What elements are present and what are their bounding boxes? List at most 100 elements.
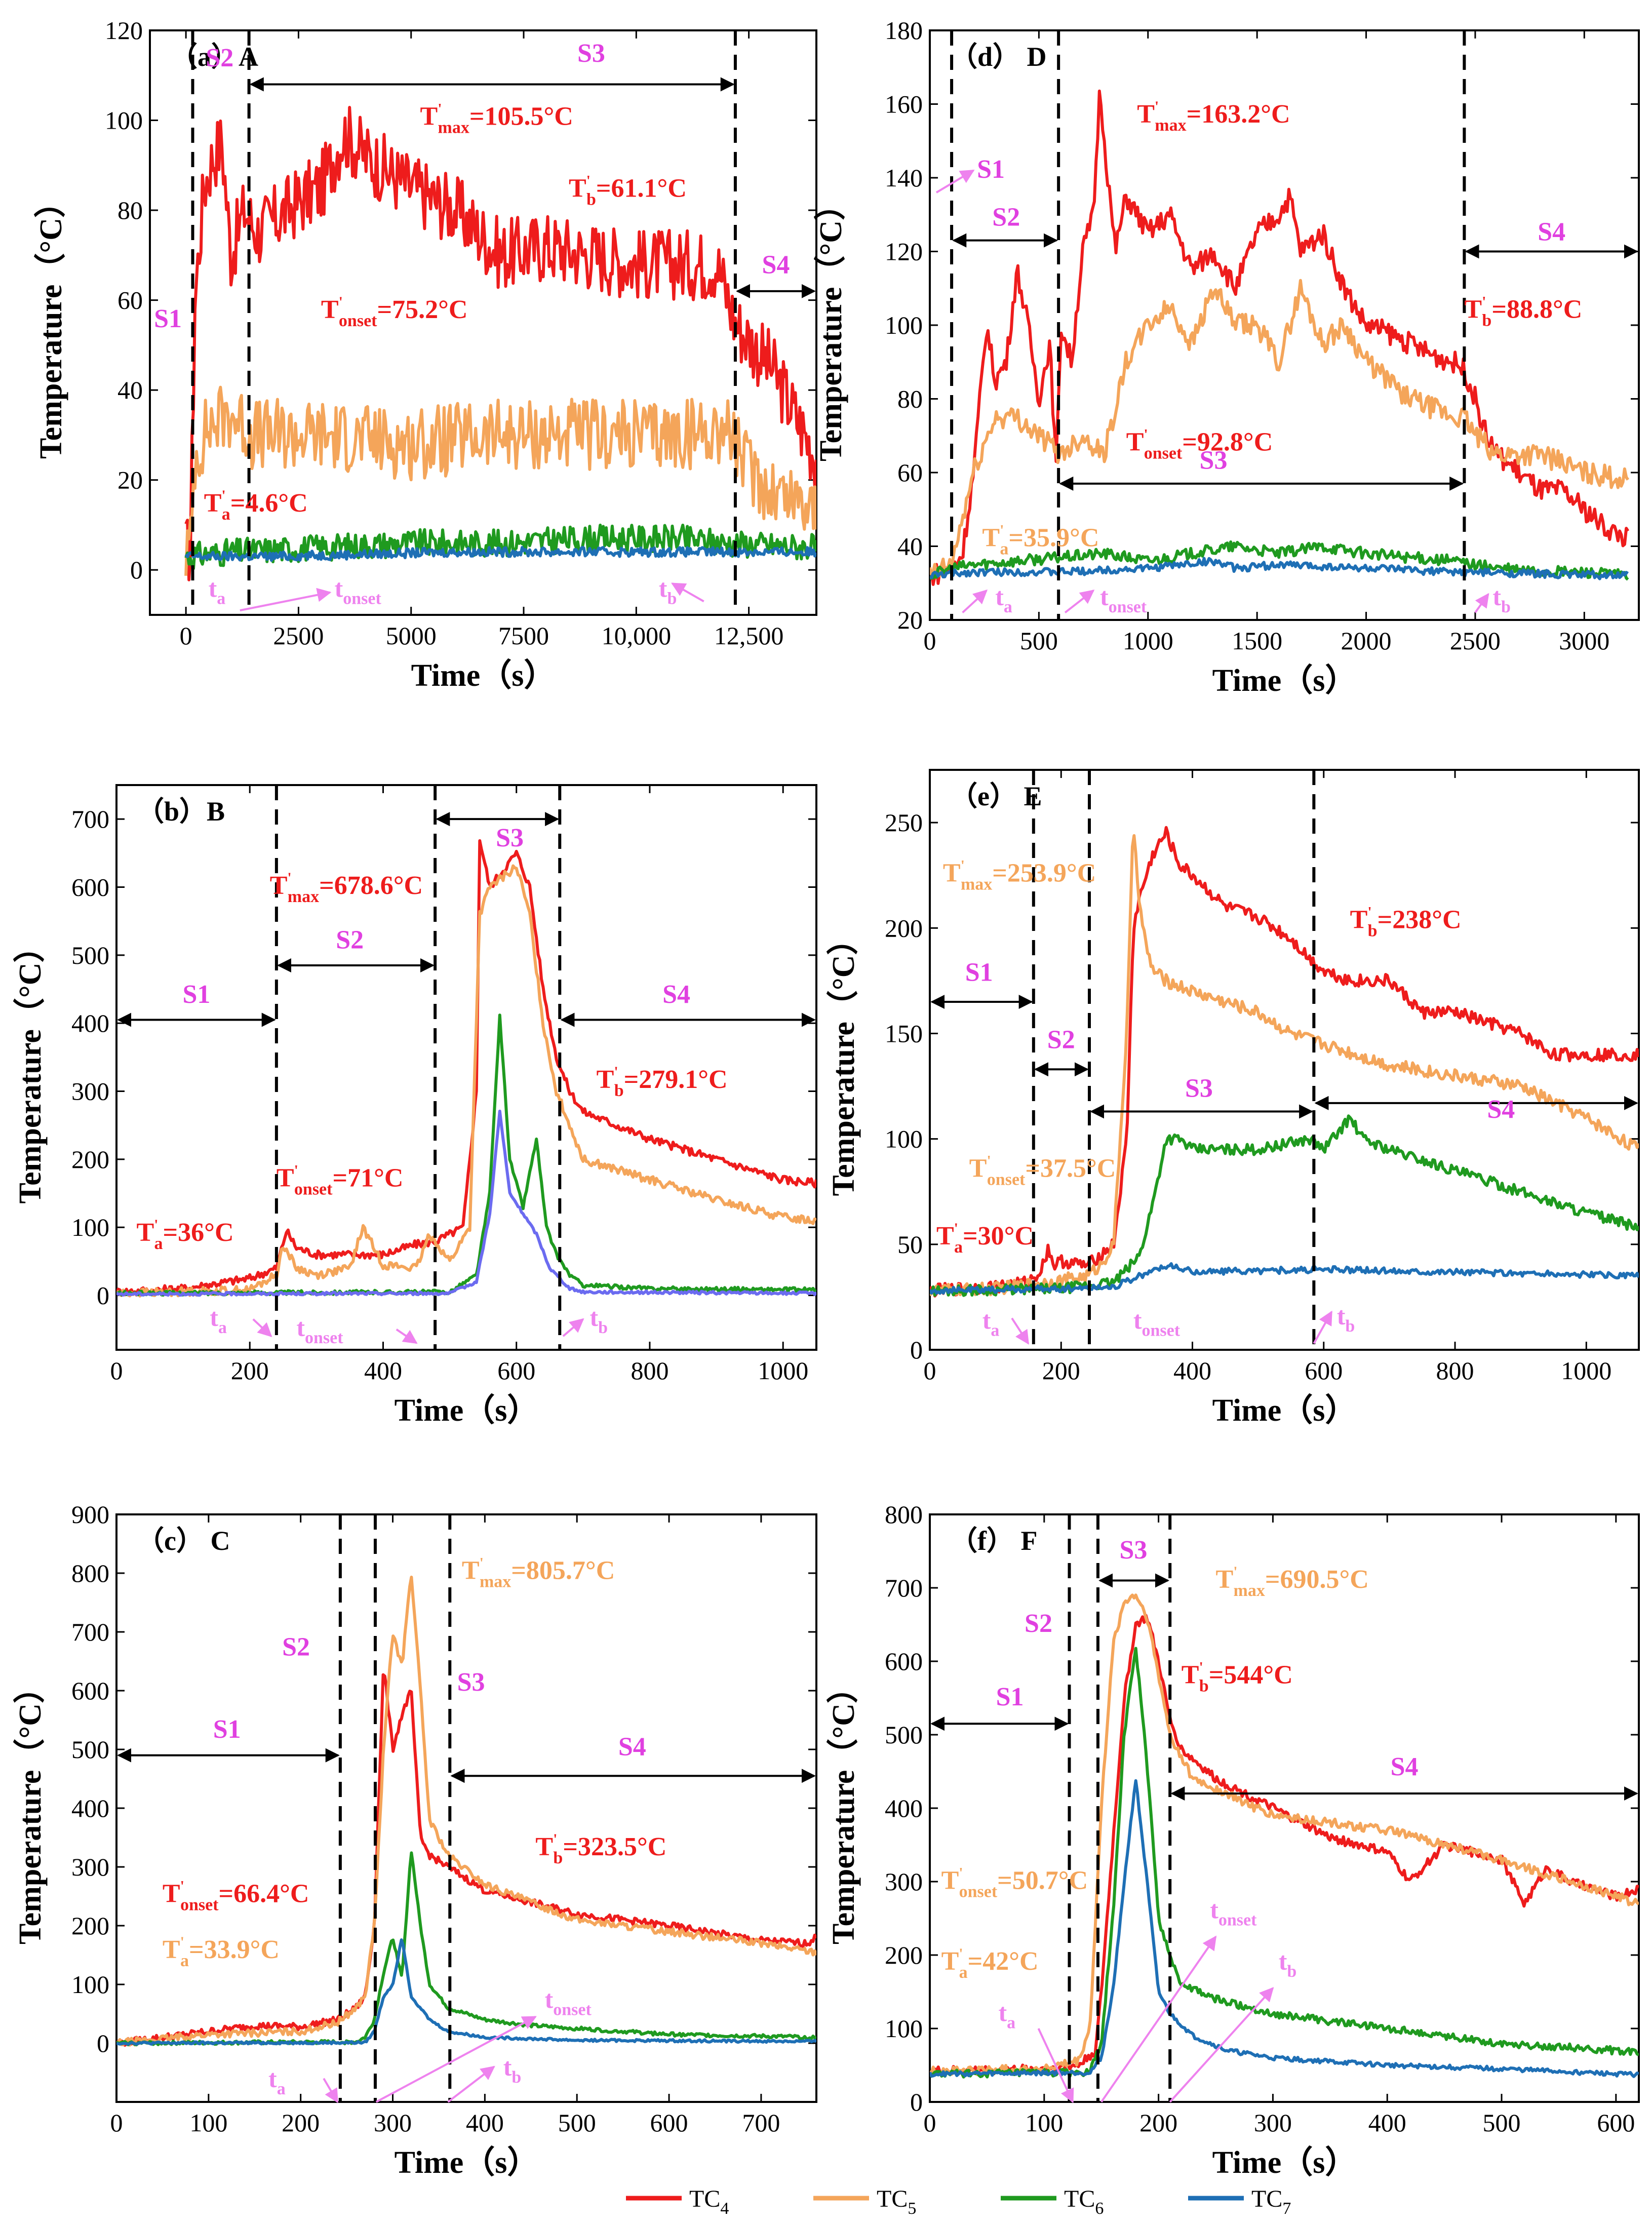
temperature-annotation: T' onset=37.5°C (969, 1153, 1116, 1189)
x-tick-label: 0 (110, 2109, 123, 2137)
temperature-annotation: T' a=30°C (936, 1220, 1034, 1257)
y-tick-label: 500 (885, 1721, 923, 1749)
chart-panel-e: 0 200 400 600 800 1000 0 50 100 150 200 250 Time（s） T… (825, 769, 1640, 1428)
time-mark-a: ta (998, 1999, 1015, 2033)
y-axis-label: Temperature（°C） (12, 1672, 48, 1944)
x-tick-label: 0 (180, 621, 192, 650)
panel-title: （e） E (950, 781, 1042, 811)
y-axis-label: Temperature（°C） (825, 1672, 861, 1944)
x-axis-label: Time（s） (1212, 2144, 1357, 2180)
temperature-annotation: T' b=88.8°C (1464, 293, 1582, 330)
x-tick-label: 200 (1139, 2109, 1177, 2137)
x-tick-label: 1500 (1232, 627, 1282, 655)
x-tick-label: 600 (1597, 2109, 1635, 2137)
y-tick-label: 20 (117, 466, 143, 494)
time-mark-onset: tonset (296, 1313, 343, 1347)
x-tick-label: 200 (231, 1356, 269, 1385)
time-mark-b: tb (1337, 1302, 1355, 1336)
y-axis-label: Temperature（°C） (813, 189, 848, 461)
series-line-tc7 (116, 1938, 816, 2046)
temperature-annotation: T' max=805.7°C (462, 1555, 615, 1591)
series-line-tc7 (930, 1779, 1639, 2078)
panel-title: （c） C (137, 1526, 230, 1556)
temperature-annotation: T' onset=92.8°C (1126, 426, 1273, 462)
x-tick-label: 500 (1020, 627, 1058, 655)
stage-label-s3: S3 (577, 39, 605, 68)
temperature-annotation: T' b=61.1°C (569, 172, 687, 209)
time-mark-b: tb (1279, 1947, 1297, 1981)
stage-label-s3: S3 (457, 1668, 485, 1697)
stage-label-s2: S2 (1025, 1609, 1052, 1638)
y-tick-label: 160 (885, 90, 923, 119)
x-tick-label: 1000 (1561, 1356, 1611, 1385)
temperature-annotation: T' b=238°C (1350, 904, 1462, 940)
time-mark-arrow (1100, 1935, 1217, 2103)
series-line-tc7 (930, 557, 1629, 580)
time-mark-arrow (396, 1329, 418, 1344)
series-line-tc4 (930, 89, 1630, 586)
stage-label-s2: S2 (992, 203, 1020, 232)
time-mark-a: ta (995, 582, 1012, 616)
y-tick-label: 200 (71, 1145, 109, 1174)
time-mark-a: ta (982, 1306, 1000, 1340)
temperature-annotation: T' max=253.9°C (943, 857, 1096, 894)
y-tick-label: 900 (71, 1500, 109, 1529)
y-tick-label: 140 (885, 164, 923, 192)
stage-label-s3: S3 (1200, 446, 1228, 475)
y-tick-label: 100 (885, 1125, 923, 1153)
y-tick-label: 0 (130, 556, 143, 584)
y-tick-label: 600 (71, 873, 109, 902)
panel-title: （b）B (137, 796, 225, 827)
time-mark-b: tb (503, 2053, 522, 2087)
time-mark-arrow (375, 2016, 537, 2103)
temperature-annotation: T' a=35.9°C (982, 522, 1099, 559)
series-line-tc4 (930, 826, 1639, 1298)
y-tick-label: 100 (885, 311, 923, 339)
y-tick-label: 300 (885, 1867, 923, 1896)
temperature-annotation: T' max=678.6°C (270, 870, 423, 906)
x-tick-label: 2500 (273, 621, 324, 650)
x-tick-label: 3000 (1559, 627, 1609, 655)
time-mark-a: ta (268, 2064, 286, 2098)
temperature-annotation: T' max=690.5°C (1216, 1564, 1369, 1600)
stage-label-s2: S2 (1047, 1026, 1075, 1055)
series-line-tc4 (116, 839, 816, 1297)
time-mark-onset: tonset (1100, 582, 1147, 616)
y-tick-label: 400 (71, 1009, 109, 1037)
time-mark-arrow (671, 582, 704, 603)
y-axis-label: Temperature（°C） (825, 924, 861, 1196)
time-mark-arrow (1064, 590, 1095, 614)
time-mark-arrow (323, 2078, 339, 2103)
series-line-tc5 (184, 385, 816, 576)
temperature-annotation: T' b=544°C (1182, 1659, 1293, 1696)
x-tick-label: 1000 (1123, 627, 1173, 655)
y-tick-label: 800 (885, 1500, 923, 1529)
series-line-tc6 (930, 1114, 1639, 1297)
temperature-annotation: T' b=279.1°C (597, 1064, 728, 1100)
stage-label-s4: S4 (1391, 1752, 1419, 1781)
y-tick-label: 300 (71, 1077, 109, 1106)
stage-label-s1: S1 (977, 155, 1005, 184)
legend-label: TC5 (877, 2186, 916, 2218)
stage-label-s3: S3 (1185, 1074, 1213, 1103)
x-tick-label: 1000 (758, 1356, 808, 1385)
y-tick-label: 100 (105, 106, 143, 135)
stage-label-s4: S4 (618, 1733, 646, 1762)
series-line-tc5 (930, 279, 1630, 577)
x-tick-label: 500 (558, 2109, 596, 2137)
time-mark-arrow (935, 169, 975, 193)
series-line-tc4 (116, 1673, 816, 2047)
x-tick-label: 100 (189, 2109, 227, 2137)
y-tick-label: 300 (71, 1853, 109, 1881)
y-tick-label: 200 (885, 914, 923, 942)
y-tick-label: 600 (885, 1647, 923, 1675)
x-tick-label: 10,000 (602, 621, 672, 650)
time-mark-arrow (1011, 1317, 1030, 1345)
y-tick-label: 800 (71, 1559, 109, 1587)
time-mark-onset: tonset (545, 1985, 592, 2019)
y-tick-label: 100 (885, 2014, 923, 2043)
time-mark-onset: tonset (1210, 1896, 1257, 1930)
y-tick-label: 150 (885, 1019, 923, 1047)
x-tick-label: 200 (282, 2109, 320, 2137)
y-tick-label: 120 (885, 238, 923, 266)
